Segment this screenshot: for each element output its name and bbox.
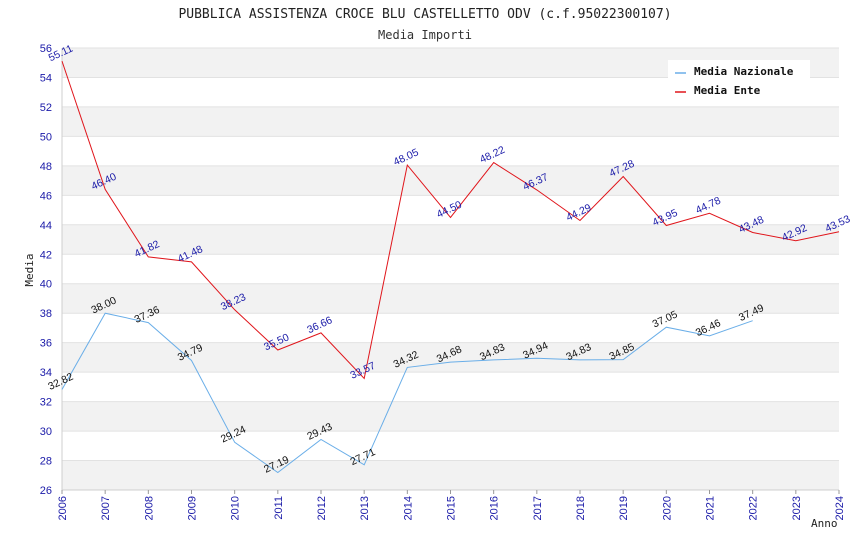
series-line-0 [61, 312, 753, 474]
chart-title: PUBBLICA ASSISTENZA CROCE BLU CASTELLETT… [178, 7, 671, 22]
x-tick-label: 2011 [273, 496, 285, 520]
y-tick-label: 26 [40, 485, 52, 497]
x-tick-label: 2024 [834, 496, 846, 520]
y-tick-label: 34 [40, 367, 52, 379]
grid-band [62, 106, 839, 137]
x-tick-label: 2006 [57, 496, 69, 520]
x-tick-label: 2017 [532, 496, 544, 520]
x-tick-label: 2014 [402, 496, 414, 520]
x-axis-label: Anno [811, 517, 838, 530]
x-axis: 2006 2007 2008 2009 2010 2011 2012 2013 2014 2015… [57, 490, 846, 520]
chart-subtitle: Media Importi [378, 28, 472, 42]
y-tick-label: 42 [40, 249, 52, 261]
x-tick-label: 2019 [618, 496, 630, 520]
x-tick-label: 2023 [791, 496, 803, 520]
y-tick-label: 28 [40, 456, 52, 468]
legend: Media Nazionale Media Ente [668, 60, 810, 101]
x-tick-label: 2012 [316, 496, 328, 520]
y-tick-label: 30 [40, 426, 52, 438]
grid-band [62, 195, 839, 225]
grid-band [62, 283, 839, 314]
grid-band [62, 460, 839, 490]
y-axis: 26 28 30 32 34 36 38 40 42 44 46 48 50 52 54 56 [40, 43, 52, 497]
x-tick-label: 2022 [748, 496, 760, 520]
legend-box [668, 60, 810, 101]
grid-band [62, 342, 839, 373]
grid-band [62, 165, 839, 196]
x-tick-label: 2010 [230, 496, 242, 520]
legend-label-media-nazionale: Media Nazionale [694, 65, 794, 78]
y-tick-label: 56 [40, 43, 52, 55]
x-tick-label: 2016 [489, 496, 501, 520]
grid-band [62, 136, 839, 166]
y-axis-label: Media [23, 253, 36, 286]
grid-band [62, 313, 839, 343]
y-tick-label: 40 [40, 279, 52, 291]
grid-band [62, 431, 839, 461]
y-tick-label: 32 [40, 397, 52, 409]
y-tick-label: 52 [40, 102, 52, 114]
grid-band [62, 224, 839, 255]
series-group [61, 60, 840, 474]
x-tick-label: 2009 [187, 496, 199, 520]
y-tick-label: 44 [40, 220, 52, 232]
grid-band [62, 254, 839, 284]
grid-band [62, 401, 839, 432]
plot-background [61, 47, 839, 491]
legend-label-media-ente: Media Ente [694, 84, 761, 97]
y-tick-label: 36 [40, 338, 52, 350]
x-tick-label: 2013 [359, 496, 371, 520]
x-tick-label: 2008 [143, 496, 155, 520]
y-tick-label: 38 [40, 308, 52, 320]
x-tick-label: 2021 [705, 496, 717, 520]
y-tick-label: 50 [40, 131, 52, 143]
y-tick-label: 48 [40, 161, 52, 173]
y-tick-label: 46 [40, 190, 52, 202]
x-tick-label: 2018 [575, 496, 587, 520]
x-tick-label: 2015 [446, 496, 458, 520]
grid-band [62, 372, 839, 402]
x-tick-label: 2007 [100, 496, 112, 520]
y-tick-label: 54 [40, 72, 52, 84]
x-tick-label: 2020 [661, 496, 673, 520]
